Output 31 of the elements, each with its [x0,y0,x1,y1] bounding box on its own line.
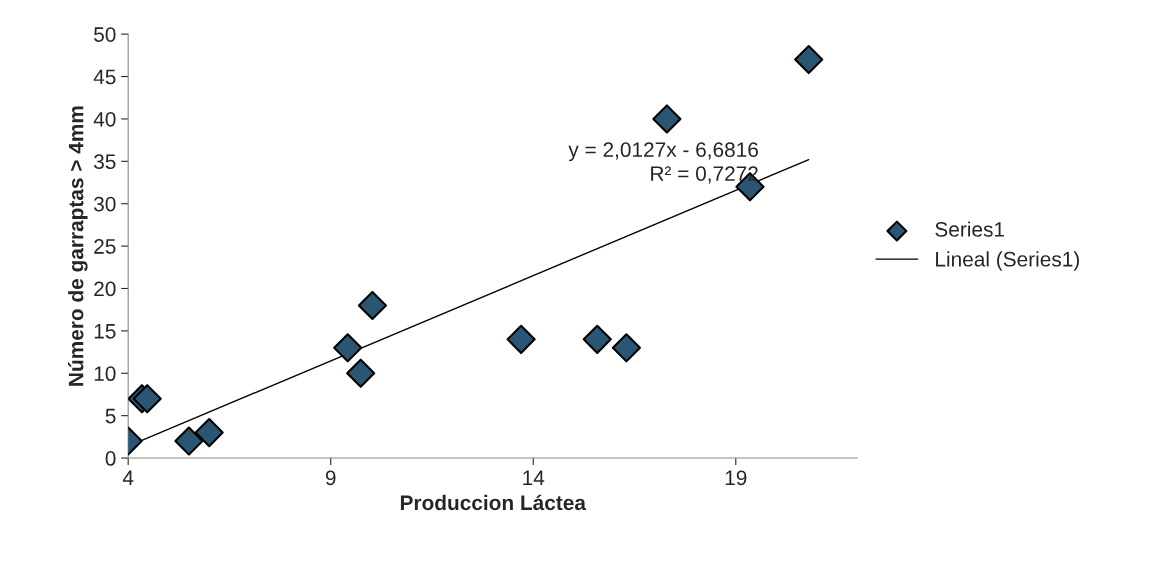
y-tick-label: 50 [94,27,116,42]
y-tick-label: 20 [94,281,116,297]
point [611,333,641,363]
point [333,333,363,363]
y-tick-label: 40 [93,111,116,127]
y-tick-label: 30 [94,196,116,212]
y-tick-label: 35 [94,154,116,170]
point [194,418,224,448]
point [506,324,536,354]
y-tick-label: 45 [93,69,116,85]
annotation: y = 2,0127x - 6,6816 R² = 0,7272 [568,142,758,184]
x-tick-label: 4 [122,470,134,485]
y-tick-label: 10 [94,366,116,382]
point [582,324,612,354]
x-tick-label: 14 [523,470,545,485]
legend-label: Series1 [935,221,1005,237]
point [346,358,376,388]
x-tick-label: 9 [325,470,336,486]
legend-label: Lineal (Series1) [936,251,1079,271]
x-tick-label: 19 [725,470,747,486]
y-tick-label: 0 [105,451,116,466]
point [174,426,204,456]
point [652,104,682,134]
point [794,45,824,75]
y-tick-label: 25 [94,239,116,254]
point [357,290,388,321]
y-tick-label: 5 [105,408,116,424]
y-tick-label: 15 [94,324,116,339]
x-axis-title: Produccion Láctea [400,494,587,511]
point [132,384,162,414]
y-axis-title: Número de garraptas > 4mm [67,106,88,386]
